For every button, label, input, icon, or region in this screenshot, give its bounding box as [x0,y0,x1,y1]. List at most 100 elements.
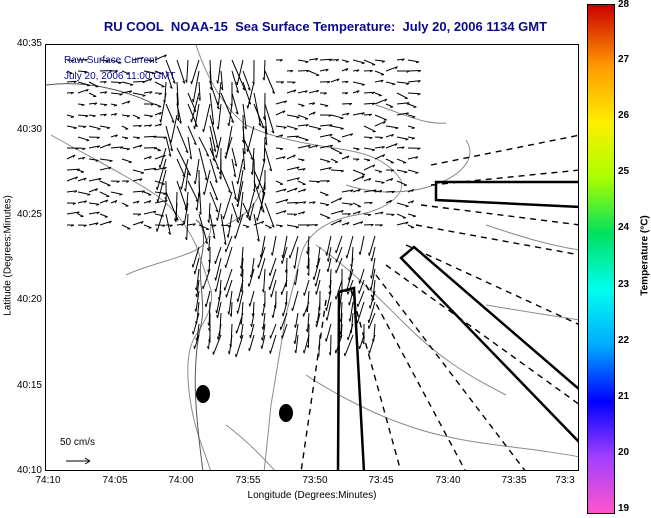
current-vector [352,202,362,208]
current-vector-head [218,171,222,175]
current-vector [176,59,186,84]
current-vector [286,89,297,94]
current-vector-head [314,283,317,287]
current-vector-head [305,139,309,142]
current-vector [352,221,364,226]
current-vector-head [325,252,328,256]
current-vector-head [233,196,237,200]
current-vector [231,70,239,93]
current-vector [99,213,108,218]
colorbar-tick-label: 19 [618,503,630,514]
current-vector [157,169,167,203]
current-vector [249,323,255,339]
legend-title: Raw Surface Current [64,55,158,66]
current-vector-head [195,287,197,291]
current-vector [99,158,113,162]
current-vector-head [83,177,87,181]
current-vector [275,188,287,193]
current-vector-head [257,275,260,280]
current-vector [225,235,233,253]
current-vector [319,133,333,138]
current-vector-head [94,102,98,106]
current-vector [264,125,268,146]
current-vector [275,156,286,160]
current-vector [154,213,164,217]
current-vector [241,246,244,269]
current-vector-head [314,224,318,227]
current-vector [218,81,222,105]
current-vector-head [247,87,251,91]
current-vector-head [350,133,354,137]
current-vector-head [417,70,422,73]
current-vector [249,290,255,307]
current-vector [170,114,178,143]
current-vector [253,158,256,193]
current-vector-head [239,265,242,270]
current-vector-head [70,92,74,95]
current-vector [385,66,398,72]
current-vector-head [404,171,408,174]
current-vector [236,312,244,334]
current-vector [319,167,332,171]
current-vector-head [261,312,264,317]
current-vector-head [295,202,299,205]
current-vector [262,312,266,330]
current-vector-head [303,201,307,205]
current-vector-head [95,159,99,162]
current-vector-head [184,207,187,211]
current-vector-head [316,89,320,93]
current-vector [374,154,385,160]
current-vector [198,224,210,230]
current-vector-head [271,91,275,94]
current-vector [280,312,288,330]
current-vector [251,312,255,327]
current-vector [289,235,299,259]
current-vector [356,301,365,324]
current-vector-head [168,231,171,235]
current-vector-head [216,80,219,84]
current-vector-head [349,203,353,206]
current-vector [352,147,360,150]
current-vector [241,257,244,277]
current-vector-head [206,154,210,157]
current-vector-head [204,303,207,308]
current-vector [154,70,163,75]
current-vector [374,180,385,183]
current-vector [260,235,266,258]
current-vector-head [98,178,102,181]
current-vector-head [417,147,421,150]
current-vector [88,125,101,130]
current-vector-head [282,313,284,317]
current-vector-head [294,128,298,130]
current-vector [165,136,172,157]
current-vector [319,158,331,163]
current-vector-head [247,283,250,287]
current-vector-head [268,286,270,290]
current-vector [271,235,277,256]
current-vector [407,59,420,63]
x-tick-label: 73:3 [555,475,575,486]
current-vector [253,220,264,226]
current-vector [396,202,409,207]
current-vector-head [281,254,284,259]
current-vector [374,98,387,105]
current-vector [154,111,162,116]
current-vector-head [222,216,224,220]
current-vector [198,180,202,215]
current-vector [297,70,310,72]
current-vector [275,134,284,138]
current-vector-head [213,148,216,152]
current-vector [313,257,321,281]
current-vector-head [244,126,247,130]
current-vector-head [326,268,329,273]
current-vector [319,144,333,149]
current-vector [253,92,262,127]
current-vector-head [335,59,340,62]
current-vector [308,125,322,130]
current-vector-head [178,120,182,124]
current-vector-head [295,135,299,139]
current-vector [269,323,277,339]
current-vector [231,180,237,200]
current-vector-head [345,92,349,95]
current-vector [240,301,244,325]
